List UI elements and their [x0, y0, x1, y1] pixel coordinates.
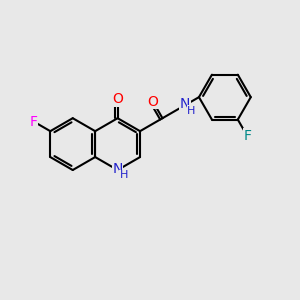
Text: O: O: [112, 92, 123, 106]
Text: F: F: [243, 129, 251, 143]
Text: O: O: [148, 94, 158, 109]
Text: H: H: [120, 170, 128, 180]
Text: H: H: [187, 106, 196, 116]
Text: N: N: [180, 97, 190, 111]
Text: N: N: [112, 161, 123, 176]
Text: F: F: [30, 115, 38, 129]
